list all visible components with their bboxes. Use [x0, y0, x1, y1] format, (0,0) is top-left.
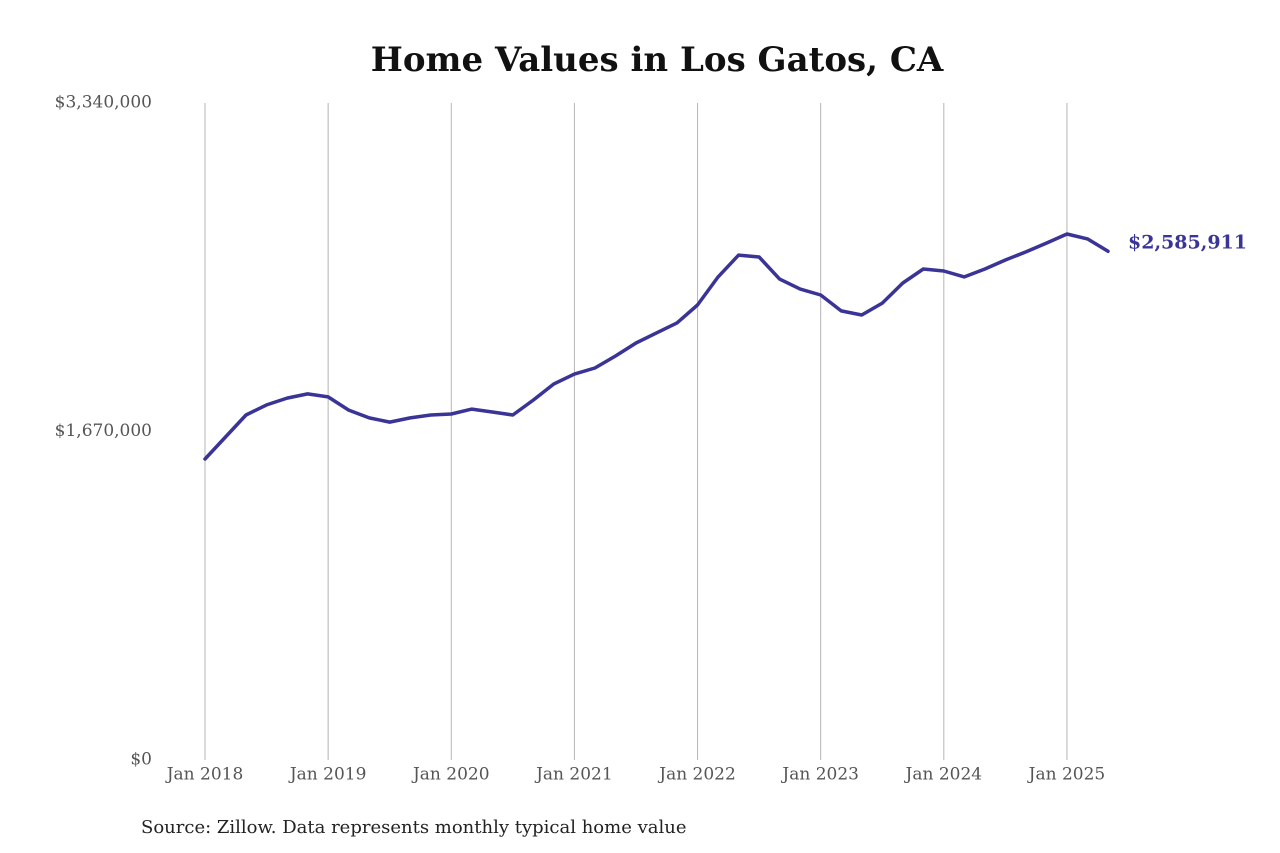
- x-tick-label: Jan 2023: [780, 765, 859, 785]
- x-tick-label: Jan 2021: [534, 765, 613, 785]
- data-line: [203, 232, 1110, 461]
- x-tick-label: Jan 2020: [411, 765, 490, 785]
- value-label: $2,585,911: [1128, 231, 1247, 253]
- y-tick-label: $1,670,000: [55, 421, 152, 441]
- x-tick-label: Jan 2022: [657, 765, 736, 785]
- y-tick-label: $3,340,000: [55, 93, 152, 113]
- x-tick-label: Jan 2025: [1027, 765, 1106, 785]
- chart-title: Home Values in Los Gatos, CA: [371, 40, 944, 80]
- y-tick-label: $0: [130, 750, 152, 770]
- x-tick-label: Jan 2024: [904, 765, 983, 785]
- x-tick-label: Jan 2019: [288, 765, 367, 785]
- x-tick-label: Jan 2018: [165, 765, 244, 785]
- source-note: Source: Zillow. Data represents monthly …: [141, 817, 687, 838]
